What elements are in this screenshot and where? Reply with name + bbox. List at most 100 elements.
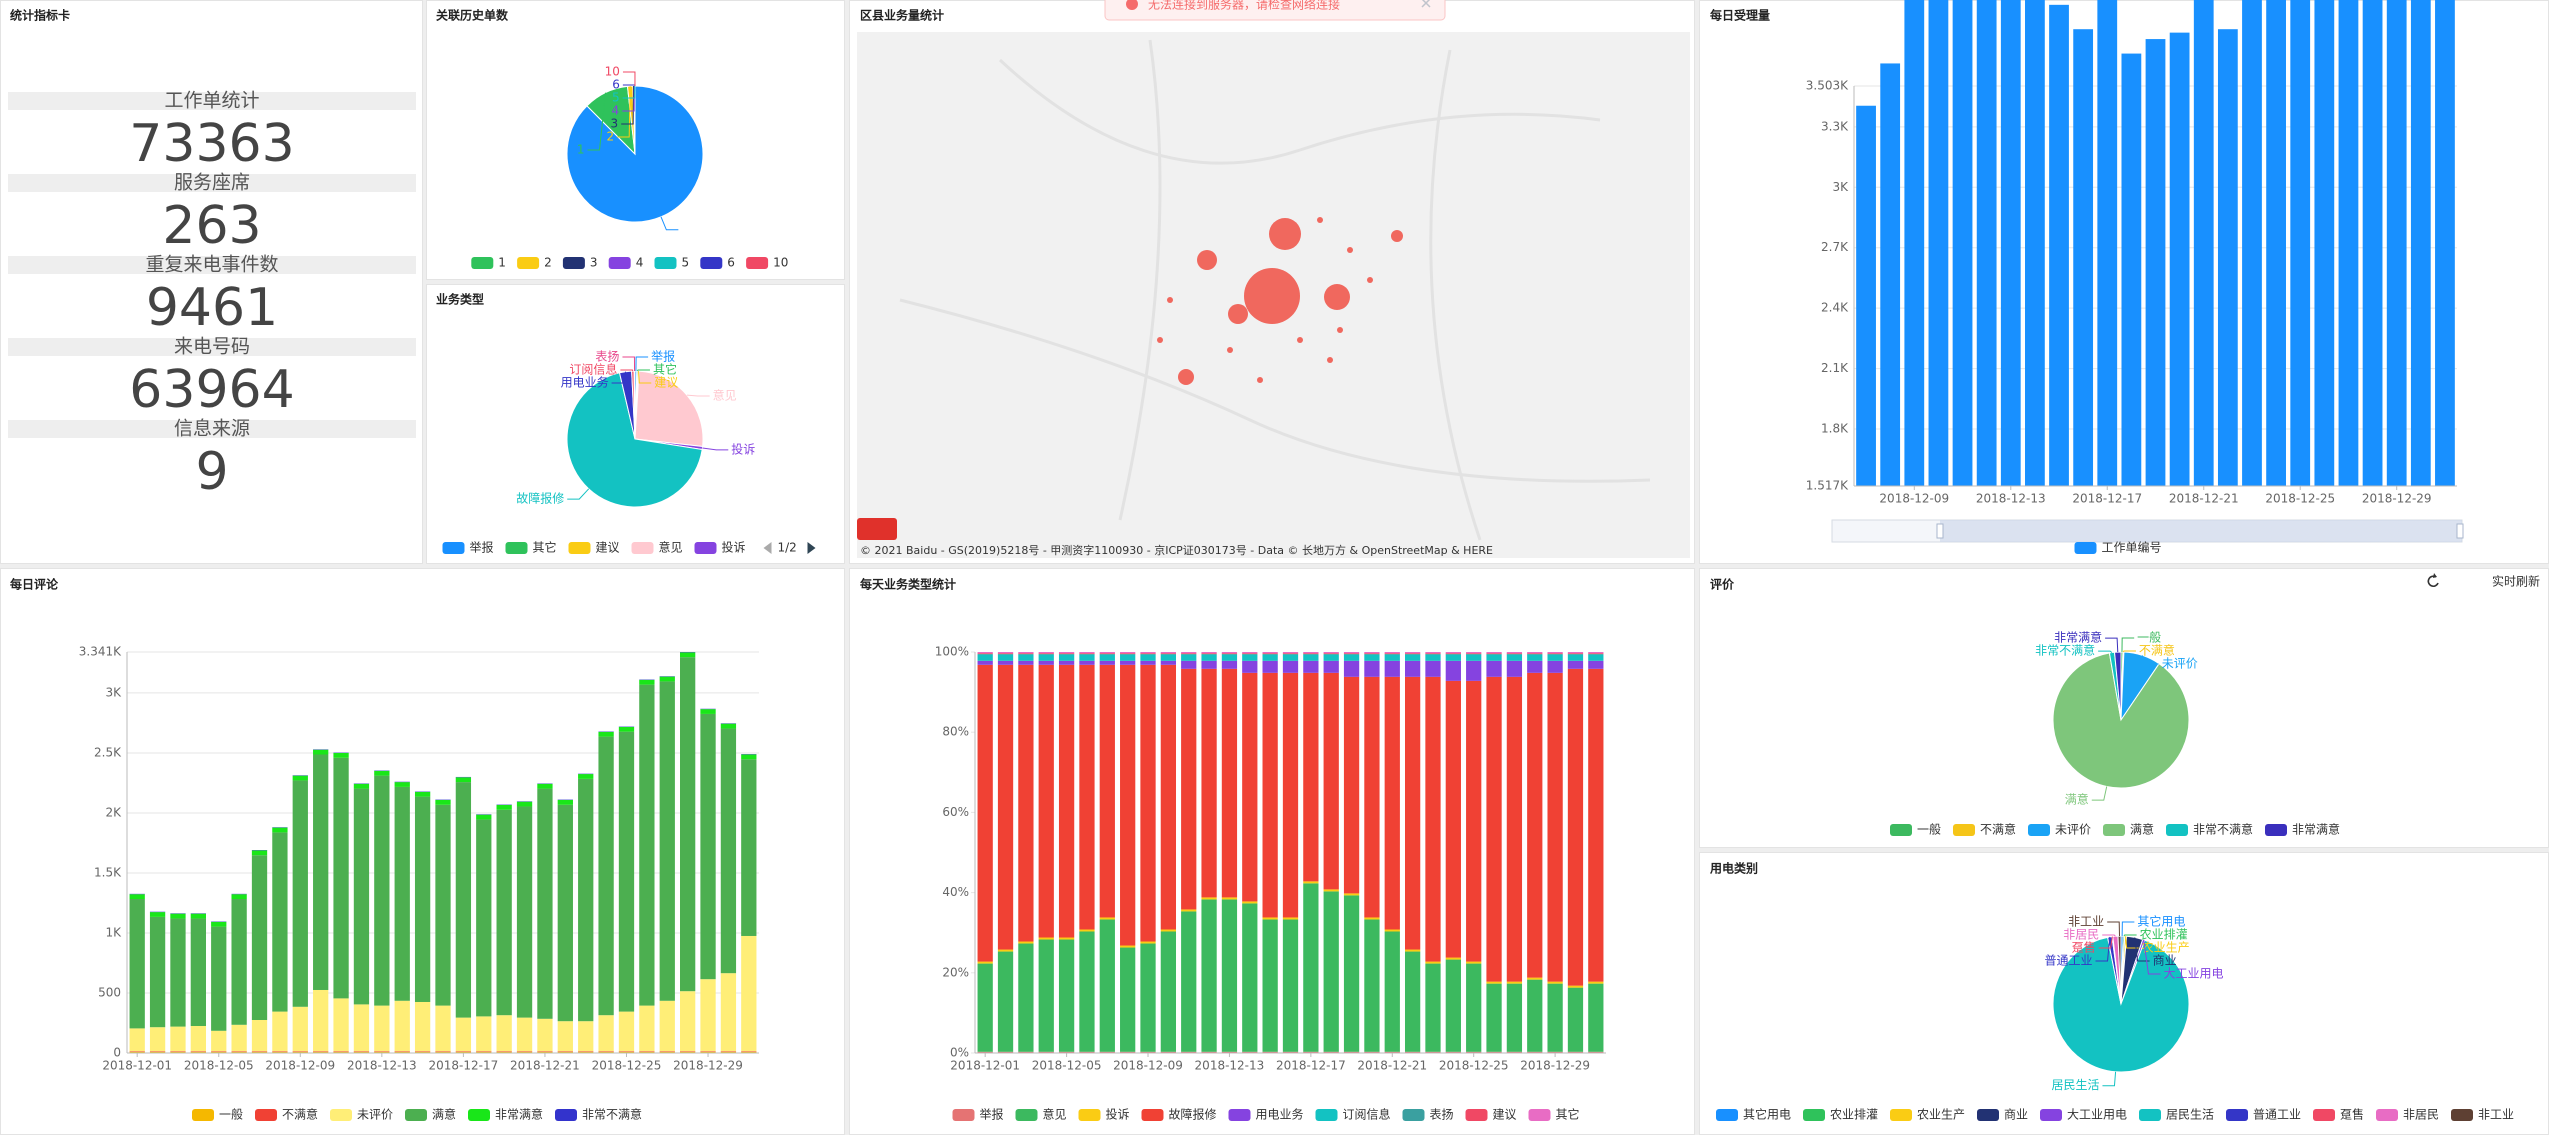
zoom-handle[interactable] <box>1936 523 1944 539</box>
legend-label: 农业排灌 <box>1830 1108 1878 1122</box>
legend-next[interactable] <box>807 542 816 554</box>
legend-swatch <box>1953 824 1975 836</box>
bar <box>1384 931 1400 1052</box>
bar <box>1038 654 1054 655</box>
legend-prev[interactable] <box>763 542 772 554</box>
bar <box>1262 660 1278 673</box>
refresh-button[interactable]: 实时刷新 <box>2492 574 2540 589</box>
bar <box>394 1000 410 1052</box>
bar <box>190 913 206 919</box>
pie-leader <box>2095 936 2111 962</box>
bar <box>1242 654 1258 655</box>
bar <box>1364 676 1380 918</box>
bar <box>680 1051 696 1052</box>
bar <box>2266 0 2286 486</box>
bar <box>1221 654 1238 655</box>
bar <box>1486 654 1502 661</box>
bar <box>1425 653 1441 655</box>
bar <box>1221 668 1238 898</box>
pie-label: 普通工业 <box>2044 954 2092 968</box>
legend-label: 5 <box>682 256 690 270</box>
bar <box>618 726 635 732</box>
legend-label: 其它 <box>1556 1107 1580 1122</box>
bar <box>741 1051 757 1052</box>
bar <box>1384 929 1400 932</box>
bar <box>1140 652 1156 654</box>
bar <box>720 1051 737 1052</box>
panel-title: 统计指标卡 <box>10 8 70 23</box>
bar <box>1547 672 1563 982</box>
bar <box>231 899 247 1025</box>
bar <box>659 1051 675 1053</box>
refresh-icon[interactable] <box>2427 575 2439 587</box>
legend-swatch <box>255 1109 277 1121</box>
bar <box>1547 654 1563 655</box>
y-tick-label: 2.7K <box>1821 240 1849 254</box>
bar <box>1282 653 1299 655</box>
legend-swatch <box>517 257 540 269</box>
x-tick-label: 2018-12-13 <box>1195 1059 1265 1073</box>
bar <box>374 1051 390 1053</box>
bar <box>251 850 268 856</box>
bar <box>1856 105 1876 487</box>
bar <box>1343 653 1360 655</box>
bar <box>1201 653 1217 655</box>
bar <box>1038 654 1054 661</box>
pie-leader <box>2105 637 2119 653</box>
bar <box>170 1026 186 1052</box>
bar <box>997 1051 1014 1053</box>
y-tick-label: 2.5K <box>94 745 122 759</box>
bar <box>1588 983 1604 1052</box>
bar <box>231 1024 247 1052</box>
legend-label: 未评价 <box>2055 823 2091 837</box>
legend-label: 表扬 <box>1430 1107 1454 1122</box>
bar <box>1221 660 1238 669</box>
y-tick-label: 3K <box>1832 180 1849 194</box>
bar <box>1160 1051 1177 1053</box>
legend-label: 非常满意 <box>2292 822 2340 837</box>
bar <box>394 782 410 787</box>
bar <box>394 1051 410 1052</box>
legend-label: 居民生活 <box>2166 1108 2214 1122</box>
map-bubble <box>1391 230 1403 242</box>
legend-swatch <box>1890 824 1912 836</box>
bar <box>190 1051 206 1052</box>
bar <box>1099 660 1115 665</box>
bar <box>1242 672 1258 902</box>
bar <box>1140 943 1156 1052</box>
bar <box>1079 931 1095 1052</box>
legend-swatch <box>746 257 769 269</box>
panel-title: 业务类型 <box>436 292 484 307</box>
bar <box>1303 672 1319 882</box>
bar <box>496 1051 512 1052</box>
bar <box>1425 660 1441 677</box>
y-tick-label: 2.4K <box>1821 301 1849 315</box>
bar <box>639 679 655 685</box>
legend-label: 工作单编号 <box>2102 540 2162 555</box>
bar <box>1221 652 1238 654</box>
bar <box>598 731 614 737</box>
zoom-handle[interactable] <box>2456 523 2464 539</box>
bar <box>129 899 145 1029</box>
bar <box>1506 676 1523 982</box>
refresh-icon[interactable] <box>2433 573 2437 578</box>
bar <box>190 918 206 1026</box>
y-tick-label: 1.517K <box>1806 479 1849 493</box>
bar <box>1018 1051 1034 1053</box>
bar <box>1547 983 1563 1052</box>
bar <box>1038 939 1054 1052</box>
map-bubble <box>1167 297 1173 303</box>
x-tick-label: 2018-12-17 <box>1276 1059 1346 1073</box>
bar <box>1445 1051 1461 1053</box>
bar <box>1588 653 1604 655</box>
stat-label: 工作单统计 <box>164 90 259 112</box>
bar <box>333 757 349 999</box>
bar <box>1201 654 1217 655</box>
zoom-range[interactable] <box>1940 520 2462 542</box>
toast-close[interactable] <box>1421 0 1431 8</box>
pie-leader <box>2134 937 2150 962</box>
bar <box>1058 660 1075 665</box>
bar <box>598 736 614 1016</box>
bar <box>1567 654 1584 655</box>
map-bubble <box>1257 377 1263 383</box>
